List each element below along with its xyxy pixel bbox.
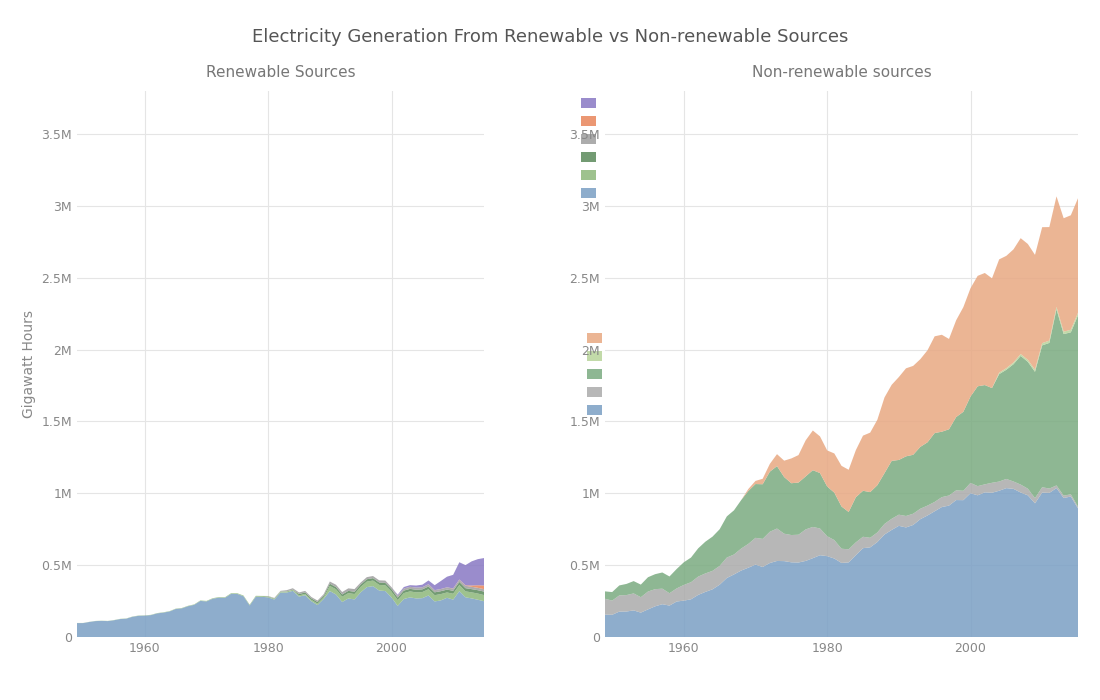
Title: Non-renewable sources: Non-renewable sources <box>751 65 932 80</box>
Text: Electricity Generation From Renewable vs Non-renewable Sources: Electricity Generation From Renewable vs… <box>252 28 848 46</box>
Y-axis label: Gigawatt Hours: Gigawatt Hours <box>22 310 36 418</box>
Title: Renewable Sources: Renewable Sources <box>206 65 355 80</box>
Legend: Nuclear, Other Gases, Natural Gas, Petroleum, Coal: Nuclear, Other Gases, Natural Gas, Petro… <box>586 332 690 417</box>
